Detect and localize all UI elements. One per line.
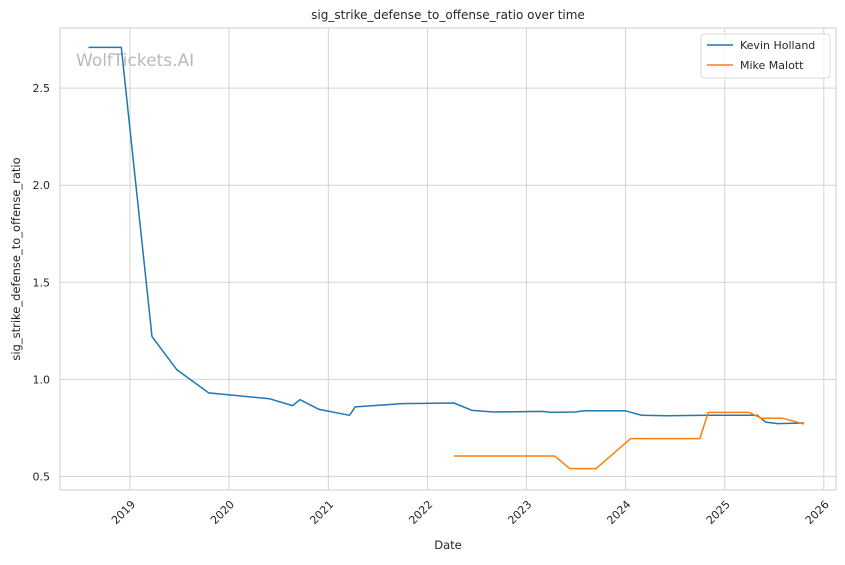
legend-label-mike-malott: Mike Malott [740, 59, 804, 72]
legend: Kevin Holland Mike Malott [700, 33, 831, 79]
x-axis-label: Date [434, 538, 462, 552]
y-tick-label: 1.5 [33, 276, 51, 289]
plot-frame [59, 27, 837, 491]
series-line-mike-malott [454, 411, 805, 470]
series-line-kevin-holland [88, 46, 805, 425]
y-tick-label: 2.5 [33, 82, 51, 95]
chart-title: sig_strike_defense_to_offense_ratio over… [311, 8, 585, 22]
y-tick-label: 0.5 [33, 470, 51, 483]
legend-label-kevin-holland: Kevin Holland [740, 39, 815, 52]
series-lines [88, 46, 805, 470]
grid [60, 28, 836, 490]
legend-items: Kevin Holland Mike Malott [707, 39, 815, 72]
y-tick-label: 1.0 [33, 373, 51, 386]
legend-box [700, 33, 831, 79]
y-tick-label: 2.0 [33, 179, 51, 192]
y-axis-label: sig_strike_defense_to_offense_ratio [9, 157, 23, 360]
watermark: WolfTickets.AI [76, 51, 194, 71]
